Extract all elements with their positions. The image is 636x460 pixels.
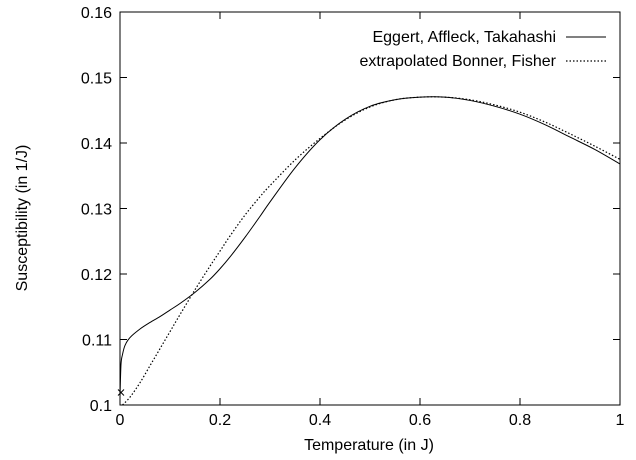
- plot-area: [119, 11, 621, 406]
- legend: Eggert, Affleck, Takahashi extrapolated B…: [359, 29, 606, 70]
- y-tick-label: 0.16: [81, 5, 112, 22]
- y-tick-label: 0.14: [81, 136, 112, 153]
- ticks-layer: 0 0.2 0.4 0.6 0.8 1 0.1 0.11 0.12 0.13 0.14 0.15 0.1…: [81, 5, 625, 429]
- x-tick-label: 0.6: [409, 412, 431, 429]
- plot-frame: [119, 11, 621, 406]
- x-tick-label: 0: [116, 412, 125, 429]
- x-axis-label: Temperature (in J): [304, 437, 434, 454]
- x-tick-label: 0.8: [509, 412, 531, 429]
- x-tick-label: 0.4: [309, 412, 331, 429]
- x-tick-label: 1: [616, 412, 625, 429]
- series-layer: [117, 96, 621, 406]
- series-line-eggert-affleck-takahashi: [119, 96, 621, 397]
- legend-label: Eggert, Affleck, Takahashi: [372, 29, 556, 46]
- y-tick-label: 0.11: [82, 333, 112, 350]
- y-tick-label: 0.12: [81, 267, 112, 284]
- y-tick-label: 0.13: [81, 202, 112, 219]
- y-tick-label: 0.1: [90, 398, 112, 415]
- legend-label: extrapolated Bonner, Fisher: [359, 53, 556, 70]
- y-tick-label: 0.15: [81, 71, 112, 88]
- cross-marker: [117, 389, 125, 396]
- series-line-bonner-fisher: [122, 96, 621, 406]
- x-tick-label: 0.2: [209, 412, 231, 429]
- y-axis-label: Susceptibility (in 1/J): [14, 145, 31, 292]
